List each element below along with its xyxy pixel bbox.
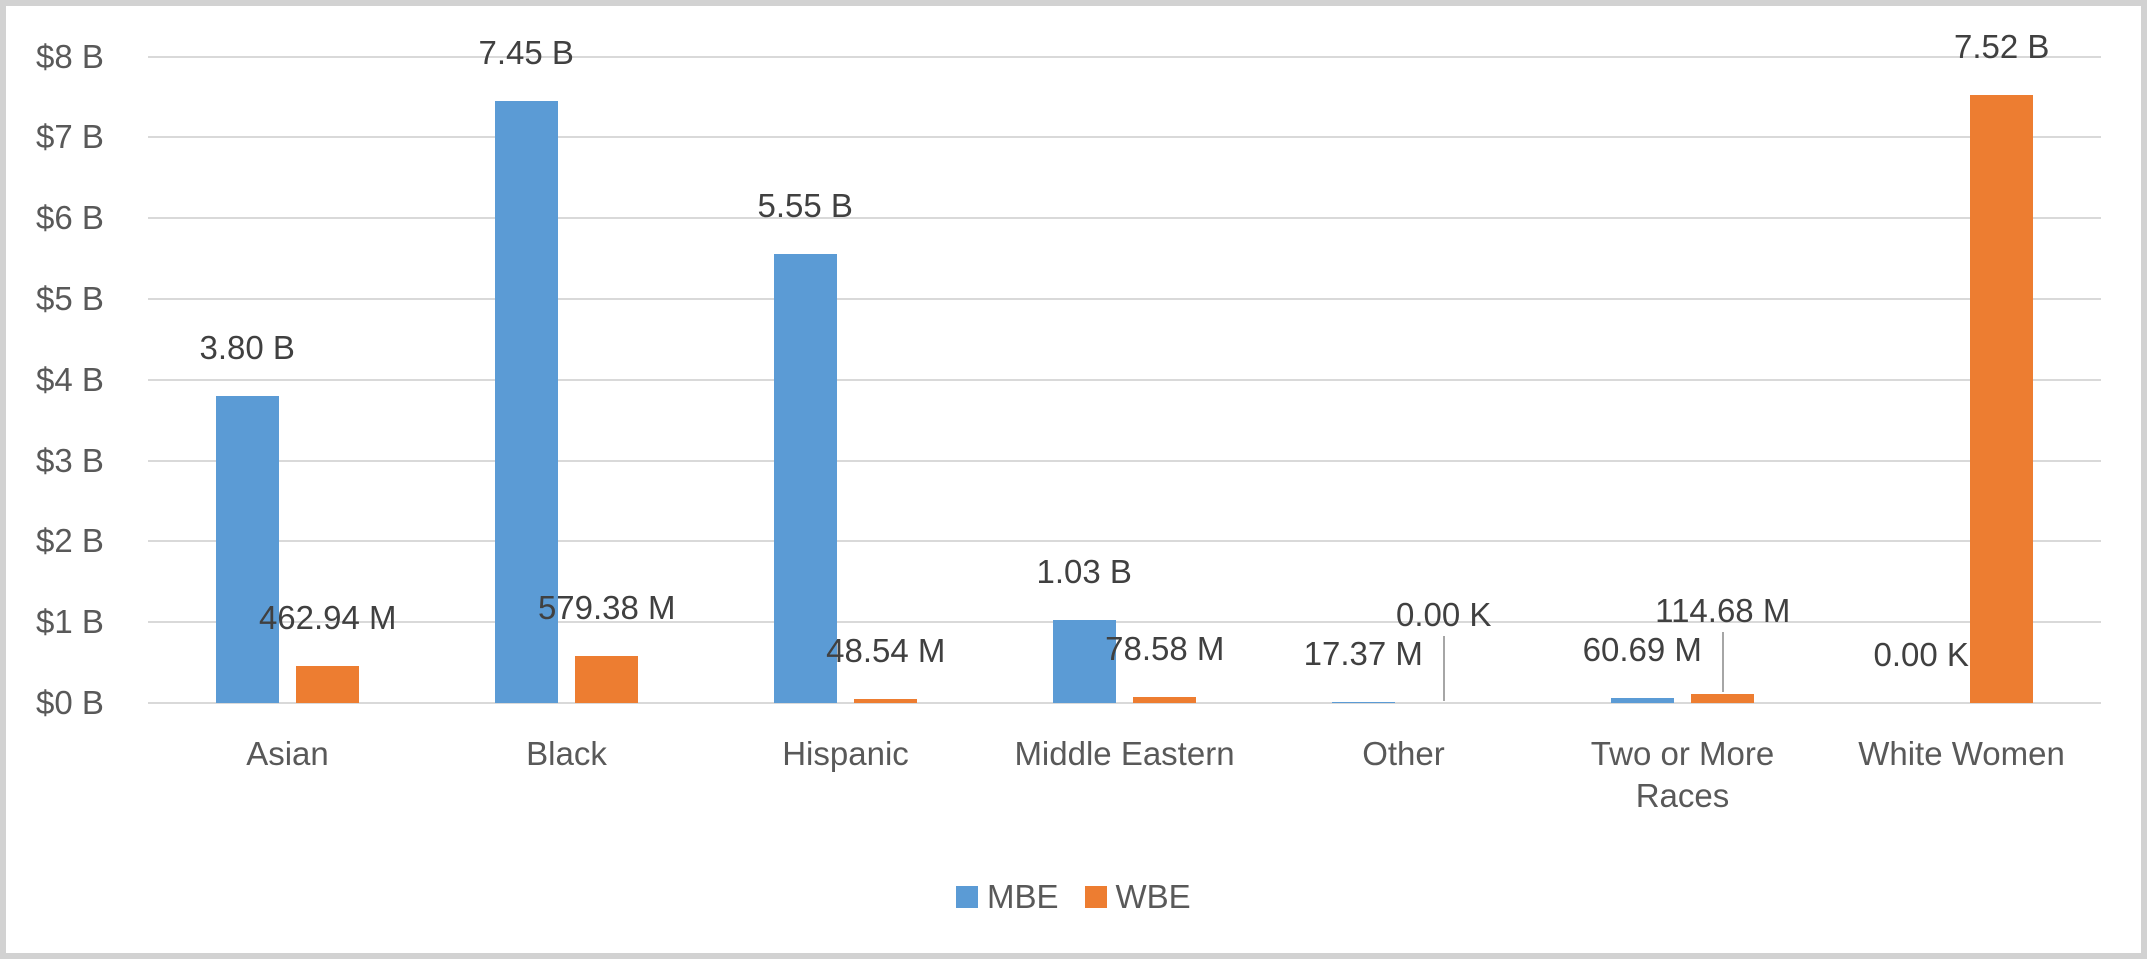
data-label-wbe-middle-eastern: 78.58 M [1105,629,1225,667]
legend-color-swatch-wbe [1084,885,1107,908]
legend-label-mbe: MBE [987,878,1059,915]
bar-wbe-white-women[interactable] [1970,95,2034,703]
x-axis-category-label-black: Black [526,735,607,772]
x-axis-category-label-two-or-more-races: Two or More Races [1590,735,1775,814]
gridline [148,55,2101,58]
data-label-mbe-asian: 3.80 B [199,328,295,366]
bar-mbe-asian[interactable] [215,395,279,703]
y-axis-tick-label: $3 B [36,441,104,479]
y-axis-tick-label: $6 B [36,199,104,237]
data-label-mbe-white-women: 0.00 K [1873,636,1969,673]
legend-item-mbe[interactable]: MBE [956,880,1059,913]
data-label-wbe-hispanic: 48.54 M [826,632,946,670]
gridline [148,297,2101,300]
data-label-mbe-middle-eastern: 1.03 B [1036,552,1132,590]
gridline [148,540,2101,543]
bar-wbe-two-or-more-races[interactable] [1691,693,1755,703]
data-label-mbe-black: 7.45 B [478,33,574,71]
gridline [148,378,2101,381]
x-axis-category-label-asian: Asian [246,735,329,772]
plot-area: $0 B $1 B $2 B $3 B $4 B $5 B $6 B $7 B $8 B Asia… [6,6,2141,953]
x-axis-category-label-middle-eastern: Middle Eastern [1014,735,1235,772]
legend-label-wbe: WBE [1115,878,1191,915]
leader-line [1442,636,1445,701]
legend-item-wbe[interactable]: WBE [1084,878,1191,915]
gridline [148,217,2101,220]
data-label-mbe-hispanic: 5.55 B [757,187,853,225]
gridline [148,621,2101,624]
y-axis-tick-label: $8 B [36,37,104,75]
gridline [148,702,2101,704]
bar-mbe-two-or-more-races[interactable] [1610,698,1674,703]
data-label-wbe-black: 579.38 M [537,589,676,627]
y-axis-tick-label: $1 B [36,603,104,641]
data-label-mbe-other: 17.37 M [1303,634,1423,672]
data-label-wbe-two-or-more-races: 114.68 M [1655,591,1791,629]
x-axis-category-label-other: Other [1362,735,1445,772]
legend: MBE WBE [956,880,1191,913]
y-axis-tick-label: $2 B [36,522,104,560]
gridline [148,459,2101,462]
y-axis-tick-label: $4 B [36,360,104,398]
y-axis-tick-label: $0 B [36,684,104,721]
y-axis-tick-label: $5 B [36,279,104,317]
x-axis-category-label-white-women: White Women [1858,735,2065,772]
bar-wbe-black[interactable] [575,656,639,703]
data-label-wbe-asian: 462.94 M [258,598,397,636]
bar-wbe-asian[interactable] [296,665,360,703]
bar-mbe-other[interactable] [1331,701,1395,703]
data-label-mbe-two-or-more-races: 60.69 M [1582,631,1702,669]
bar-mbe-hispanic[interactable] [773,254,837,703]
bar-wbe-hispanic[interactable] [854,699,918,703]
bar-mbe-black[interactable] [494,100,558,703]
x-axis-category-label-hispanic: Hispanic [782,735,909,772]
y-axis-tick-label: $7 B [36,118,104,156]
gridline [148,136,2101,139]
leader-line [1721,631,1724,692]
bar-wbe-middle-eastern[interactable] [1133,696,1197,703]
data-label-wbe-white-women: 7.52 B [1954,28,2050,66]
bar-mbe-middle-eastern[interactable] [1052,619,1116,703]
data-label-wbe-other: 0.00 K [1396,596,1492,633]
legend-color-swatch-mbe [956,885,978,908]
